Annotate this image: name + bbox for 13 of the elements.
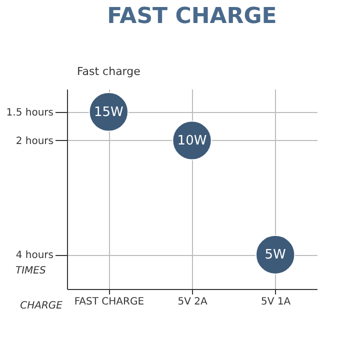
x-tick-label: 5V 2A	[178, 296, 208, 308]
text: Fast charge	[76, 65, 141, 78]
x-tick-label: FAST CHARGE	[74, 296, 144, 308]
chart-title: FAST CHARGE	[107, 4, 277, 29]
annotation: 15W	[94, 104, 124, 120]
y-tick-label: 2 hours	[16, 136, 54, 147]
annotation: 5W	[264, 248, 286, 263]
y-axis-title: TIMES	[16, 266, 47, 276]
x-axis-title: CHARGE	[20, 300, 64, 312]
y-tick-label: 4 hours	[16, 250, 54, 262]
x-tick-label: 5V 1A	[261, 296, 291, 308]
y-tick-label: 1.5 hours	[6, 107, 54, 118]
annotation: 10W	[177, 133, 207, 148]
